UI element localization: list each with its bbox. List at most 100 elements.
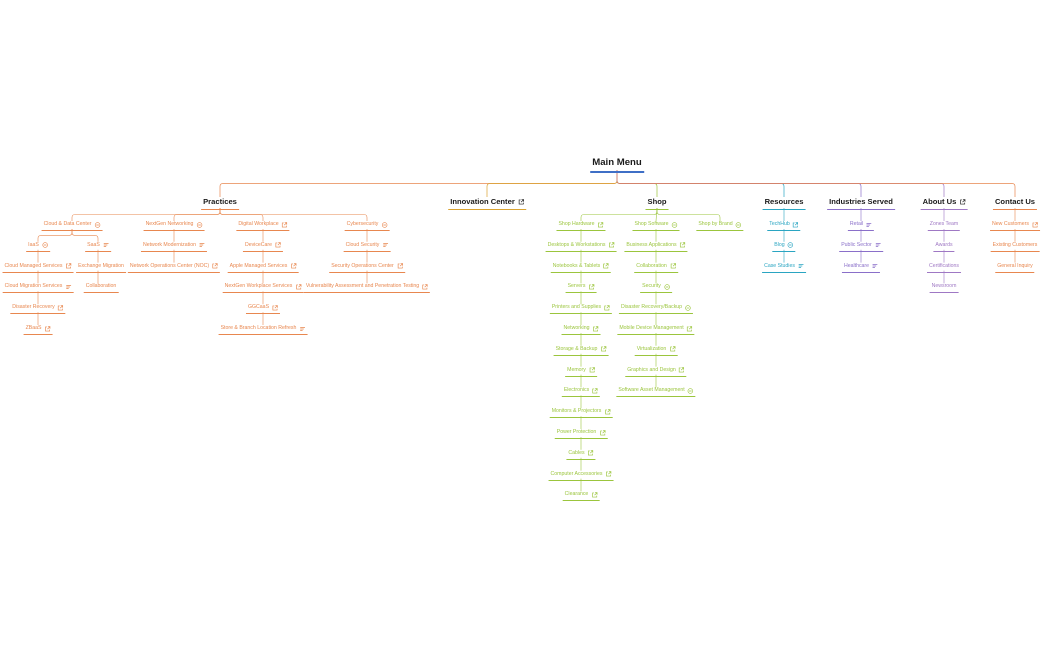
menu-node-retail[interactable]: Retail	[847, 221, 875, 231]
menu-node-network-operations-center-noc[interactable]: Network Operations Center (NOC)	[127, 263, 221, 273]
menu-node-store-and-branch-location-refresh[interactable]: Store & Branch Location Refresh	[218, 325, 308, 335]
external-link-icon[interactable]	[290, 263, 297, 269]
external-link-icon[interactable]	[44, 325, 51, 332]
menu-node-shop-by-brand[interactable]: Shop by Brand	[696, 221, 744, 231]
menu-node-practices[interactable]: Practices	[201, 197, 239, 210]
menu-node-power-protection[interactable]: Power Protection	[554, 429, 608, 439]
menu-lines-icon[interactable]	[382, 242, 388, 248]
menu-lines-icon[interactable]	[199, 242, 205, 248]
menu-node-digital-workplace[interactable]: Digital Workplace	[236, 221, 290, 231]
menu-node-healthcare[interactable]: Healthcare	[841, 263, 881, 273]
menu-node-business-applications[interactable]: Business Applications	[624, 242, 688, 252]
menu-node-security-operations-center[interactable]: Security Operations Center	[329, 263, 405, 273]
menu-node-cloud-migration-services[interactable]: Cloud Migration Services	[2, 283, 74, 294]
external-link-icon[interactable]	[282, 221, 288, 228]
menu-node-electronics[interactable]: Electronics	[561, 387, 601, 398]
menu-node-blog[interactable]: Blog	[772, 242, 796, 252]
external-link-icon[interactable]	[588, 284, 595, 290]
external-link-icon[interactable]	[604, 408, 611, 415]
menu-node-software-asset-management[interactable]: Software Asset Management	[616, 387, 696, 398]
menu-node-saas[interactable]: SaaS	[85, 242, 111, 252]
root-node-main-menu[interactable]: Main Menu	[590, 157, 644, 173]
menu-node-about-us[interactable]: About Us	[920, 197, 968, 210]
external-link-icon[interactable]	[591, 492, 598, 498]
external-link-icon[interactable]	[422, 284, 428, 290]
menu-node-certifications[interactable]: Certifications	[927, 263, 961, 273]
external-link-icon[interactable]	[58, 304, 64, 311]
menu-node-apple-managed-services[interactable]: Apple Managed Services	[227, 263, 299, 273]
menu-node-virtualization[interactable]: Virtualization	[634, 346, 678, 356]
external-link-icon[interactable]	[65, 263, 72, 269]
collapse-icon[interactable]	[42, 242, 48, 248]
menu-node-general-inquiry[interactable]: General Inquiry	[995, 263, 1035, 273]
menu-node-public-sector[interactable]: Public Sector	[839, 242, 883, 252]
external-link-icon[interactable]	[604, 304, 610, 311]
menu-node-security[interactable]: Security	[640, 283, 672, 294]
menu-node-devicecare[interactable]: DeviceCare	[242, 242, 284, 252]
menu-node-disaster-recovery[interactable]: Disaster Recovery	[10, 304, 66, 315]
menu-node-desktops-and-workstations[interactable]: Desktops & Workstations	[545, 242, 617, 252]
collapse-icon[interactable]	[196, 221, 203, 228]
external-link-icon[interactable]	[793, 221, 799, 228]
menu-node-innovation-center[interactable]: Innovation Center	[448, 197, 526, 210]
menu-node-networking[interactable]: Networking	[561, 325, 601, 335]
external-link-icon[interactable]	[272, 304, 278, 311]
menu-node-exchange-migration[interactable]: Exchange Migration	[76, 263, 126, 273]
menu-node-nextgen-workplace-services[interactable]: NextGen Workplace Services	[222, 283, 304, 294]
menu-lines-icon[interactable]	[65, 284, 71, 290]
external-link-icon[interactable]	[679, 367, 685, 373]
menu-node-new-customers[interactable]: New Customers	[990, 221, 1040, 231]
menu-node-ggcaas[interactable]: GGCaaS	[245, 304, 281, 315]
external-link-icon[interactable]	[295, 284, 302, 290]
menu-node-cybersecurity[interactable]: Cybersecurity	[344, 221, 390, 231]
menu-lines-icon[interactable]	[299, 326, 305, 332]
external-link-icon[interactable]	[1032, 221, 1038, 228]
external-link-icon[interactable]	[275, 242, 281, 248]
menu-node-techhub[interactable]: TechHub	[767, 221, 801, 231]
external-link-icon[interactable]	[588, 450, 594, 456]
menu-node-clearance[interactable]: Clearance	[562, 491, 600, 502]
external-link-icon[interactable]	[599, 429, 605, 436]
menu-node-monitors-and-projectors[interactable]: Monitors & Projectors	[549, 408, 613, 419]
menu-node-industries-served[interactable]: Industries Served	[827, 197, 895, 210]
external-link-icon[interactable]	[600, 346, 607, 352]
menu-node-computer-accessories[interactable]: Computer Accessories	[548, 471, 614, 481]
menu-node-case-studies[interactable]: Case Studies	[762, 263, 806, 273]
external-link-icon[interactable]	[605, 471, 612, 477]
external-link-icon[interactable]	[589, 367, 595, 373]
menu-lines-icon[interactable]	[866, 222, 872, 228]
menu-node-collaboration[interactable]: Collaboration	[634, 263, 678, 273]
external-link-icon[interactable]	[687, 325, 693, 332]
external-link-icon[interactable]	[592, 388, 598, 394]
menu-node-awards[interactable]: Awards	[933, 242, 955, 252]
external-link-icon[interactable]	[397, 263, 403, 269]
menu-node-shop-software[interactable]: Shop Software	[632, 221, 680, 231]
menu-node-vulnerability-assessment-and-penetration-testing[interactable]: Vulnerability Assessment and Penetration…	[303, 283, 431, 294]
collapse-icon[interactable]	[671, 221, 678, 228]
menu-node-resources[interactable]: Resources	[762, 197, 806, 210]
menu-node-shop[interactable]: Shop	[645, 197, 669, 210]
collapse-icon[interactable]	[787, 242, 794, 248]
menu-node-existing-customers[interactable]: Existing Customers	[990, 242, 1040, 252]
collapse-icon[interactable]	[664, 284, 670, 290]
menu-node-collaboration[interactable]: Collaboration	[83, 283, 119, 294]
menu-node-zbaas[interactable]: ZBaaS	[23, 325, 53, 335]
external-link-icon[interactable]	[959, 199, 966, 205]
external-link-icon[interactable]	[608, 242, 615, 248]
menu-node-cloud-and-data-center[interactable]: Cloud & Data Center	[41, 221, 103, 231]
menu-node-mobile-device-management[interactable]: Mobile Device Management	[617, 325, 695, 335]
menu-node-notebooks-and-tablets[interactable]: Notebooks & Tablets	[550, 263, 612, 273]
menu-node-shop-hardware[interactable]: Shop Hardware	[556, 221, 606, 231]
menu-node-zones-team[interactable]: Zones Team	[927, 221, 961, 231]
menu-node-contact-us[interactable]: Contact Us	[992, 197, 1038, 210]
collapse-icon[interactable]	[735, 221, 742, 228]
external-link-icon[interactable]	[518, 199, 524, 205]
menu-node-network-modernization[interactable]: Network Modernization	[140, 242, 208, 252]
menu-node-iaas[interactable]: IaaS	[26, 242, 50, 252]
menu-node-newsroom[interactable]: Newsroom	[929, 283, 959, 294]
collapse-icon[interactable]	[687, 388, 694, 394]
external-link-icon[interactable]	[592, 325, 599, 332]
menu-node-servers[interactable]: Servers	[565, 283, 597, 294]
menu-node-cloud-security[interactable]: Cloud Security	[343, 242, 391, 252]
menu-node-nextgen-networking[interactable]: NextGen Networking	[143, 221, 205, 231]
